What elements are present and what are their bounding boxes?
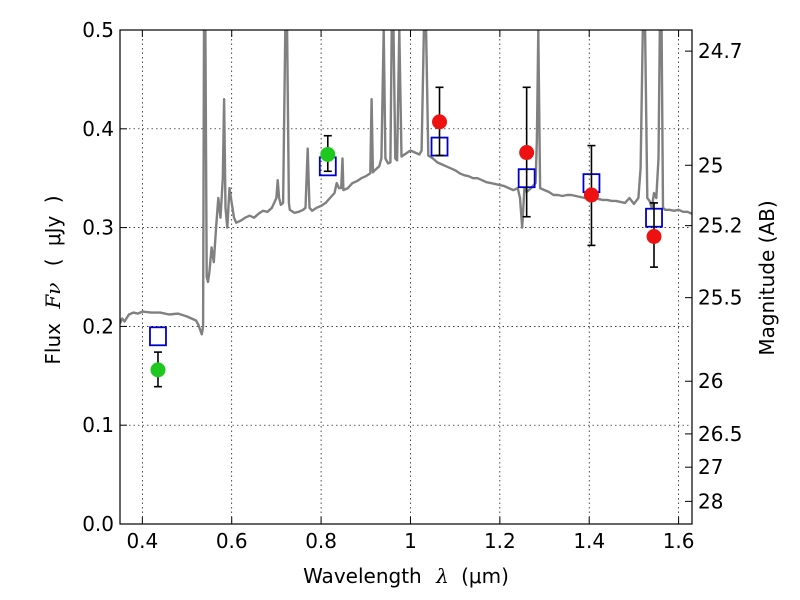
y-axis-label-unit: μJy bbox=[41, 215, 65, 246]
plot-frame bbox=[119, 29, 693, 525]
observed-point bbox=[320, 146, 336, 162]
y-tick-label: 0.4 bbox=[82, 117, 114, 141]
observed-point bbox=[646, 228, 662, 244]
mag-tick-label: 25.5 bbox=[698, 286, 743, 310]
mag-tick-label: 25.2 bbox=[698, 214, 743, 238]
y-axis-label-text: Flux bbox=[41, 323, 65, 365]
y-tick-label: 0.0 bbox=[82, 512, 114, 536]
mag-tick-label: 24.7 bbox=[698, 39, 743, 63]
y-axis-label-symbol: Fν bbox=[41, 283, 65, 310]
x-tick-label: 1 bbox=[404, 529, 417, 553]
y2-axis-label: Magnitude (AB) bbox=[755, 200, 779, 355]
y-tick-label: 0.1 bbox=[82, 413, 114, 437]
observed-point bbox=[583, 187, 599, 203]
x-axis-label: Wavelength λ (μm) bbox=[303, 564, 509, 588]
y-tick-label: 0.2 bbox=[82, 314, 114, 338]
y-tick-label: 0.5 bbox=[82, 18, 114, 42]
mag-tick-label: 25 bbox=[698, 153, 723, 177]
axis-ticks: 0.4 0.6 0.8 1 1.2 1.4 1.6 0.0 0.1 0.2 0.3 0.4 0.5 24.… bbox=[82, 18, 742, 553]
mag-tick-label: 27 bbox=[698, 455, 723, 479]
observed-point bbox=[519, 145, 535, 161]
mag-tick-label: 28 bbox=[698, 489, 723, 513]
observed-point bbox=[432, 114, 448, 130]
x-tick-label: 1.2 bbox=[484, 529, 516, 553]
x-axis-label-symbol: λ bbox=[435, 564, 449, 588]
y-tick-label: 0.3 bbox=[82, 216, 114, 240]
mag-tick-label: 26.5 bbox=[698, 422, 743, 446]
x-axis-label-unit: (μm) bbox=[461, 564, 509, 588]
x-tick-label: 0.8 bbox=[305, 529, 337, 553]
x-tick-label: 1.6 bbox=[663, 529, 695, 553]
model-square bbox=[149, 326, 167, 347]
x-tick-label: 1.4 bbox=[573, 529, 605, 553]
x-axis-label-text: Wavelength bbox=[303, 564, 422, 588]
mag-tick-label: 26 bbox=[698, 369, 723, 393]
x-tick-label: 0.4 bbox=[126, 529, 158, 553]
marker-layer bbox=[149, 86, 663, 388]
x-tick-label: 0.6 bbox=[216, 529, 248, 553]
observed-point bbox=[150, 362, 166, 378]
y-axis-label: Flux Fν ( μJy ) bbox=[41, 195, 65, 364]
